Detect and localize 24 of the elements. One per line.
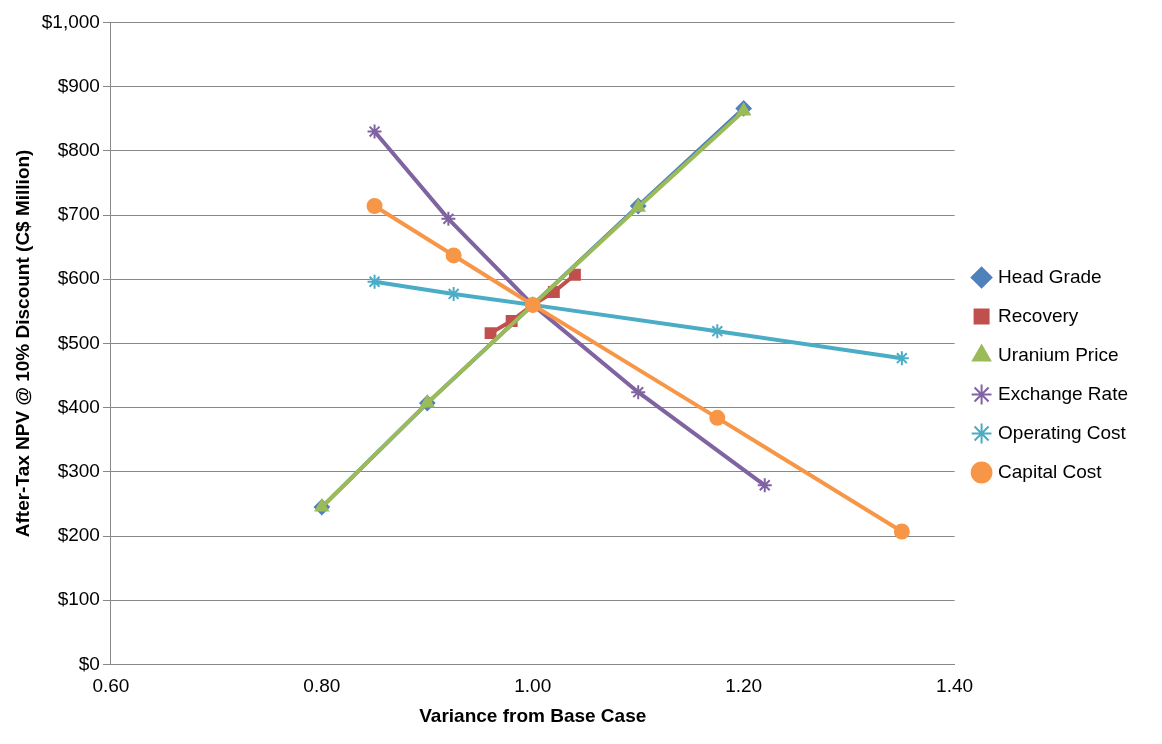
x-axis-title: Variance from Base Case — [419, 704, 647, 726]
y-tick-label: $500 — [57, 331, 100, 353]
y-tick-label: $700 — [57, 203, 100, 225]
legend-label: Capital Cost — [998, 460, 1103, 482]
x-tick-label: 0.60 — [92, 675, 130, 697]
x-tick-label: 1.20 — [725, 675, 763, 697]
y-tick-label: $0 — [78, 652, 100, 674]
legend-label: Exchange Rate — [998, 382, 1128, 404]
legend-label: Operating Cost — [998, 421, 1127, 443]
legend-label: Recovery — [998, 304, 1079, 326]
y-tick-label: $300 — [57, 460, 100, 482]
x-tick-label: 0.80 — [303, 675, 341, 697]
legend-label: Head Grade — [998, 265, 1102, 287]
y-tick-label: $800 — [57, 139, 100, 161]
y-axis-title: After-Tax NPV @ 10% Discount (C$ Million) — [11, 149, 33, 538]
y-tick-label: $600 — [57, 267, 100, 289]
y-tick-label: $100 — [57, 588, 100, 610]
y-tick-label: $200 — [57, 524, 100, 546]
y-tick-label: $900 — [57, 74, 100, 96]
x-tick-label: 1.00 — [514, 675, 552, 697]
y-tick-label: $400 — [57, 395, 100, 417]
y-tick-label: $1,000 — [41, 10, 100, 32]
legend-label: Uranium Price — [998, 343, 1119, 365]
x-tick-label: 1.40 — [936, 675, 974, 697]
